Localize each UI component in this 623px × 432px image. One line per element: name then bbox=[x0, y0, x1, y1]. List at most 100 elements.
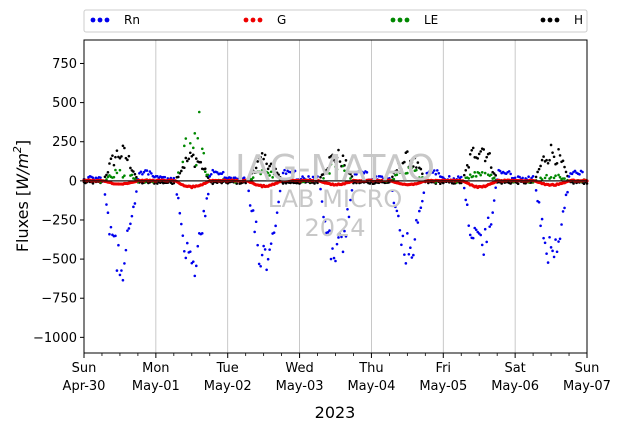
data-point bbox=[180, 169, 183, 173]
watermark-line-2: LAB MICRO bbox=[268, 185, 403, 213]
data-point bbox=[127, 154, 131, 158]
x-tick-label-date: May-05 bbox=[419, 379, 467, 394]
x-tick-label-date: May-02 bbox=[204, 379, 252, 394]
data-point bbox=[150, 172, 153, 175]
data-point bbox=[183, 144, 186, 148]
data-point bbox=[156, 182, 159, 185]
data-point bbox=[539, 164, 542, 168]
data-point bbox=[268, 248, 271, 251]
data-point bbox=[421, 199, 424, 203]
data-point bbox=[307, 175, 310, 178]
data-point bbox=[124, 156, 128, 160]
data-point bbox=[111, 154, 114, 157]
x-tick-label-day: Sun bbox=[575, 361, 600, 376]
data-point bbox=[175, 193, 179, 196]
data-point bbox=[350, 175, 354, 178]
data-point bbox=[334, 160, 337, 164]
data-point bbox=[527, 175, 530, 179]
data-point bbox=[563, 177, 566, 180]
data-point bbox=[395, 173, 399, 177]
data-point bbox=[337, 148, 340, 152]
data-point bbox=[253, 230, 256, 234]
data-point bbox=[260, 169, 264, 172]
data-point bbox=[555, 250, 559, 254]
data-point bbox=[468, 173, 472, 176]
data-point bbox=[132, 170, 135, 173]
data-point bbox=[320, 200, 324, 203]
data-point bbox=[274, 224, 277, 228]
data-point bbox=[341, 164, 345, 168]
data-point bbox=[557, 240, 560, 243]
data-point bbox=[193, 132, 197, 135]
data-point bbox=[130, 214, 134, 218]
data-point bbox=[391, 175, 394, 179]
data-point bbox=[489, 223, 493, 226]
data-point bbox=[488, 225, 491, 228]
data-point bbox=[419, 206, 423, 210]
data-point bbox=[347, 215, 351, 219]
data-point bbox=[409, 246, 412, 249]
legend-marker bbox=[90, 17, 96, 23]
data-point bbox=[194, 163, 198, 167]
data-point bbox=[563, 206, 566, 210]
data-point bbox=[561, 159, 565, 163]
data-point bbox=[203, 214, 207, 218]
data-point bbox=[194, 157, 198, 160]
data-point bbox=[117, 243, 120, 247]
data-point bbox=[99, 176, 102, 179]
data-point bbox=[172, 176, 176, 180]
x-tick-label-day: Sat bbox=[504, 361, 525, 376]
data-point bbox=[545, 158, 548, 162]
data-point bbox=[543, 176, 547, 180]
data-point bbox=[486, 216, 490, 220]
data-point bbox=[275, 211, 279, 214]
data-point bbox=[546, 161, 550, 165]
data-point bbox=[326, 231, 330, 234]
data-point bbox=[343, 229, 346, 233]
data-point bbox=[419, 167, 423, 171]
data-point bbox=[115, 171, 119, 175]
data-point bbox=[169, 176, 173, 180]
data-point bbox=[394, 205, 397, 209]
data-point bbox=[142, 170, 146, 174]
data-point bbox=[281, 171, 285, 175]
data-point bbox=[456, 175, 460, 178]
data-point bbox=[313, 182, 316, 185]
data-point bbox=[130, 173, 134, 177]
data-point bbox=[254, 166, 258, 170]
data-point bbox=[335, 242, 339, 246]
data-point bbox=[518, 175, 521, 179]
data-point bbox=[254, 220, 258, 224]
x-tick-label-date: May-01 bbox=[132, 379, 180, 394]
legend-item-rn: Rn bbox=[90, 13, 140, 27]
data-point bbox=[433, 169, 436, 172]
data-point bbox=[474, 175, 478, 178]
data-point bbox=[416, 161, 420, 164]
data-point bbox=[537, 167, 541, 171]
data-point bbox=[108, 232, 111, 236]
data-point bbox=[126, 229, 129, 232]
data-point bbox=[244, 181, 247, 185]
data-point bbox=[126, 158, 129, 162]
data-point bbox=[265, 162, 268, 166]
data-point bbox=[184, 256, 188, 260]
data-point bbox=[259, 172, 262, 176]
data-point bbox=[205, 197, 209, 200]
data-point bbox=[422, 191, 426, 195]
data-point bbox=[177, 175, 180, 179]
legend-label: G bbox=[277, 13, 286, 27]
data-point bbox=[188, 250, 192, 253]
watermark-line-1: IAG-MATAO bbox=[235, 148, 435, 189]
data-point bbox=[581, 170, 584, 174]
data-point bbox=[319, 187, 322, 191]
data-point bbox=[335, 168, 339, 171]
legend-marker bbox=[97, 17, 103, 23]
y-tick-label: 750 bbox=[52, 57, 77, 72]
data-point bbox=[200, 232, 204, 235]
legend-item-le: LE bbox=[390, 13, 438, 27]
data-point bbox=[477, 152, 481, 156]
data-point bbox=[177, 196, 180, 200]
data-point bbox=[257, 262, 261, 266]
data-point bbox=[118, 168, 122, 172]
data-point bbox=[163, 175, 167, 179]
